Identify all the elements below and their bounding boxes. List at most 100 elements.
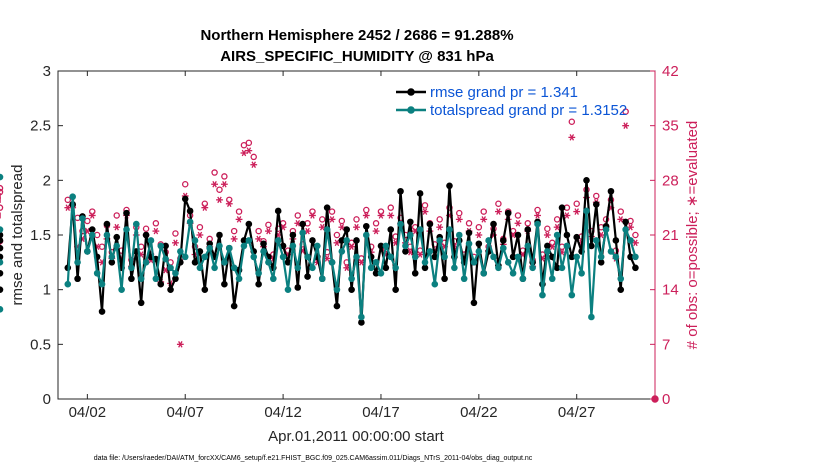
obs-possible-marker xyxy=(534,206,541,214)
x-tick-label: 04/17 xyxy=(362,404,400,421)
rmse-point xyxy=(255,280,262,288)
obs-possible-marker xyxy=(230,227,238,235)
x-axis-label: Apr.01,2011 00:00:00 start xyxy=(268,428,445,445)
totalspread-point xyxy=(358,313,365,321)
y-right-tick-label: 0 xyxy=(662,391,670,408)
totalspread-point xyxy=(294,264,302,272)
obs-evaluated-marker xyxy=(225,200,233,208)
totalspread-point xyxy=(627,237,634,244)
rmse-point xyxy=(240,237,248,244)
rmse-point xyxy=(0,286,4,293)
obs-evaluated-marker xyxy=(416,251,424,258)
totalspread-point xyxy=(255,269,262,277)
legend: rmse grand pr = 1.341 totalspread grand … xyxy=(396,84,627,119)
obs-possible-marker xyxy=(333,231,341,239)
totalspread-point xyxy=(465,240,473,248)
obs-possible-marker xyxy=(89,208,96,215)
totalspread-point xyxy=(441,253,448,261)
obs-possible-marker xyxy=(201,200,209,208)
totalspread-point xyxy=(500,244,507,252)
totalspread-point xyxy=(142,259,150,266)
obs-evaluated-marker xyxy=(514,220,522,227)
obs-possible-marker xyxy=(216,186,223,193)
obs-possible-marker xyxy=(240,141,248,149)
obs-possible-marker xyxy=(514,212,522,219)
y-right-tick-label: 35 xyxy=(662,118,679,135)
obs-evaluated-marker xyxy=(245,147,253,154)
rmse-point xyxy=(514,231,522,239)
totalspread-point xyxy=(548,275,556,283)
x-tick-label: 04/12 xyxy=(264,404,302,421)
totalspread-point xyxy=(0,173,4,181)
obs-possible-marker xyxy=(421,202,429,209)
totalspread-point xyxy=(362,231,370,239)
obs-evaluated-marker xyxy=(543,231,551,239)
rmse-point xyxy=(289,231,297,239)
totalspread-point xyxy=(490,253,497,261)
totalspread-point xyxy=(162,255,169,263)
totalspread-point xyxy=(211,264,218,272)
totalspread-point xyxy=(64,280,72,288)
y-tick-label: 2.5 xyxy=(30,118,51,135)
obs-possible-marker xyxy=(387,204,395,211)
totalspread-point xyxy=(612,253,620,261)
rmse-point xyxy=(0,253,4,261)
rmse-point xyxy=(544,242,551,250)
totalspread-point xyxy=(309,264,316,272)
totalspread-point xyxy=(108,253,116,261)
rmse-point xyxy=(563,231,571,239)
totalspread-point xyxy=(69,193,76,201)
y-right-tick-label: 21 xyxy=(662,227,679,244)
totalspread-point xyxy=(377,269,385,277)
rmse-point xyxy=(162,242,169,250)
totalspread-point xyxy=(387,253,395,261)
totalspread-point xyxy=(451,264,458,272)
rmse-point xyxy=(343,226,351,233)
obs-evaluated-marker xyxy=(622,122,630,129)
totalspread-point xyxy=(392,264,399,272)
obs-possible-marker xyxy=(0,184,4,192)
totalspread-point xyxy=(240,242,248,250)
obs-possible-marker xyxy=(245,139,253,147)
obs-possible-marker xyxy=(265,221,272,229)
obs-possible-marker xyxy=(544,225,551,233)
y-tick-label: 1 xyxy=(43,282,51,299)
totalspread-point xyxy=(504,259,512,266)
obs-evaluated-marker xyxy=(211,180,218,188)
rmse-point xyxy=(353,237,360,244)
rmse-point xyxy=(446,182,453,190)
rmse-point xyxy=(362,222,370,230)
chart-title: Northern Hemisphere 2452 / 2686 = 91.288… xyxy=(200,27,513,44)
obs-possible-marker xyxy=(211,169,218,176)
rmse-point xyxy=(392,286,399,293)
rmse-point xyxy=(338,237,346,244)
totalspread-point xyxy=(93,269,101,277)
rmse-point xyxy=(358,319,365,326)
rmse-point xyxy=(201,286,209,293)
totalspread-point xyxy=(206,244,213,252)
rmse-point xyxy=(431,253,439,261)
rmse-point xyxy=(123,209,130,217)
totalspread-point xyxy=(529,264,536,272)
legend-rmse-label: rmse grand pr = 1.341 xyxy=(430,84,578,101)
totalspread-point xyxy=(353,253,360,261)
rmse-point xyxy=(632,264,639,272)
obs-evaluated-marker xyxy=(338,223,346,231)
rmse-point xyxy=(387,226,395,233)
totalspread-point xyxy=(98,280,106,288)
totalspread-point xyxy=(382,242,390,250)
y-right-tick-label: 7 xyxy=(662,336,670,353)
obs-possible-marker xyxy=(196,223,204,231)
rmse-point xyxy=(504,209,512,217)
rmse-point xyxy=(524,226,532,233)
totalspread-point xyxy=(539,291,546,299)
totalspread-point xyxy=(519,275,527,283)
obs-evaluated-marker xyxy=(196,231,204,239)
obs-evaluated-marker xyxy=(176,341,184,348)
obs-evaluated-marker xyxy=(455,216,463,223)
y-axis-left-ticks: 0 0.5 1 1.5 2 2.5 3 xyxy=(30,63,63,408)
y-tick-label: 3 xyxy=(43,63,51,80)
obs-evaluated-marker xyxy=(495,208,502,215)
totalspread-point xyxy=(509,269,517,277)
obs-possible-marker xyxy=(0,204,4,211)
